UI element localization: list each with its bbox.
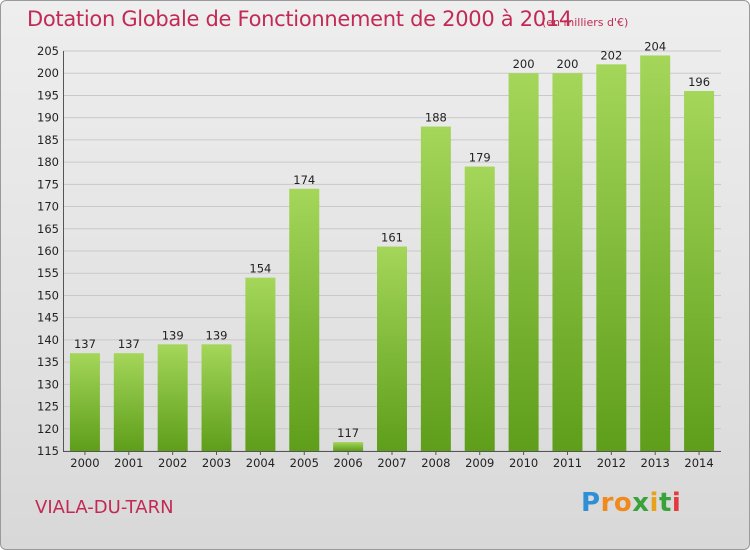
logo-letter: i [649, 488, 659, 518]
x-tick-label: 2003 [202, 456, 231, 470]
x-tick-label: 2012 [597, 456, 626, 470]
logo-letter: r [600, 488, 614, 518]
x-tick-label: 2008 [421, 456, 450, 470]
value-label: 188 [425, 111, 447, 125]
chart-subtitle: (en milliers d'€) [542, 16, 629, 29]
y-tick-label: 165 [37, 222, 59, 236]
y-tick-label: 190 [37, 111, 59, 125]
y-tick-label: 150 [37, 288, 59, 302]
logo-letter: i [671, 488, 682, 518]
y-tick-label: 175 [37, 177, 59, 191]
y-tick-label: 180 [37, 155, 59, 169]
y-tick-label: 205 [37, 44, 59, 58]
x-tick-label: 2002 [158, 456, 187, 470]
bar [464, 166, 495, 452]
y-tick-label: 155 [37, 266, 59, 280]
value-labels: 137 137 139 139 154 174 117 161 188 179 200 200 202 2… [74, 39, 710, 440]
proxiti-logo: Proxiti [581, 488, 681, 518]
logo-letter: x [632, 488, 650, 518]
x-tick-label: 2011 [553, 456, 582, 470]
value-label: 200 [556, 57, 578, 71]
bar [684, 91, 715, 451]
bar [289, 188, 320, 451]
x-tick-label: 2005 [290, 456, 319, 470]
value-label: 196 [688, 75, 710, 89]
y-tick-label: 200 [37, 66, 59, 80]
y-tick-label: 195 [37, 88, 59, 102]
value-label: 137 [118, 337, 140, 351]
y-tick-label: 135 [37, 355, 59, 369]
bar [113, 353, 144, 451]
logo-letter: t [658, 488, 672, 518]
x-tick-label: 2001 [114, 456, 143, 470]
x-tick-label: 2004 [246, 456, 275, 470]
x-axis-ticks: 2000 2001 2002 2003 2004 2005 2006 2007 2008 2009… [70, 451, 714, 470]
bar [157, 344, 188, 451]
bar [640, 55, 671, 451]
bar [69, 353, 100, 451]
y-tick-label: 170 [37, 200, 59, 214]
x-tick-label: 2000 [70, 456, 99, 470]
y-tick-label: 160 [37, 244, 59, 258]
x-tick-label: 2007 [377, 456, 406, 470]
x-tick-label: 2010 [509, 456, 538, 470]
bar [245, 277, 276, 451]
value-label: 202 [600, 48, 622, 62]
y-tick-label: 115 [37, 444, 59, 458]
value-label: 174 [293, 173, 315, 187]
logo-letter: P [581, 488, 601, 518]
value-label: 154 [249, 262, 271, 276]
bar [420, 126, 451, 452]
bars [69, 55, 715, 452]
value-label: 179 [469, 151, 491, 165]
y-tick-label: 140 [37, 333, 59, 347]
value-label: 139 [206, 328, 228, 342]
y-tick-label: 145 [37, 311, 59, 325]
value-label: 204 [644, 39, 666, 53]
x-tick-label: 2013 [641, 456, 670, 470]
axes [63, 51, 721, 452]
bar [201, 344, 232, 451]
value-label: 139 [162, 328, 184, 342]
value-label: 200 [513, 57, 535, 71]
y-axis-ticks: 115 120 125 130 135 140 145 150 155 160 165 170 175 1… [37, 44, 59, 458]
bar [508, 73, 539, 451]
place-name: VIALA-DU-TARN [35, 497, 174, 518]
value-label: 117 [337, 426, 359, 440]
chart-title: Dotation Globale de Fonctionnement de 20… [27, 7, 572, 31]
y-tick-label: 120 [37, 422, 59, 436]
x-tick-label: 2014 [684, 456, 713, 470]
x-tick-label: 2006 [333, 456, 362, 470]
bar [377, 246, 407, 451]
y-tick-label: 130 [37, 377, 59, 391]
y-tick-label: 185 [37, 133, 59, 147]
value-label: 137 [74, 337, 96, 351]
value-label: 161 [381, 231, 403, 245]
x-tick-label: 2009 [465, 456, 494, 470]
bar [552, 73, 583, 451]
logo-letter: o [613, 488, 633, 518]
bar [596, 64, 627, 452]
y-tick-label: 125 [37, 400, 59, 414]
bar [333, 442, 364, 451]
